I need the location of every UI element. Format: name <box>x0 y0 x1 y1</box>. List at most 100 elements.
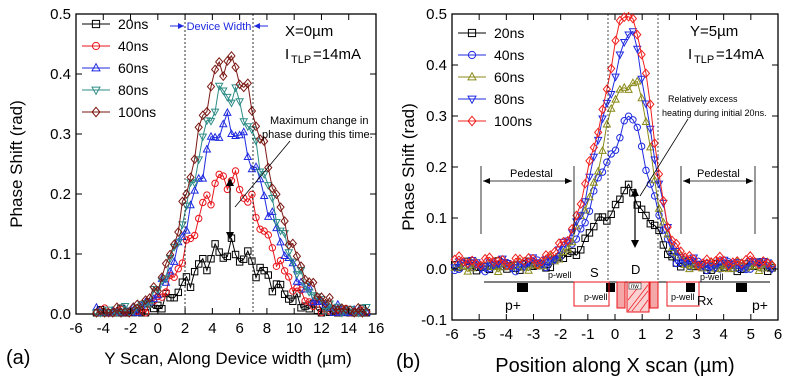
data-point <box>650 175 660 184</box>
data-point <box>754 266 764 274</box>
x-tick-label: -1 <box>581 326 594 343</box>
data-point <box>624 31 633 40</box>
data-point <box>589 153 599 162</box>
legend-label: 20ns <box>118 16 148 32</box>
data-point <box>210 108 220 117</box>
x-tick-label: 6 <box>774 326 782 343</box>
data-point <box>642 166 650 175</box>
data-point <box>165 249 175 260</box>
data-point <box>276 280 285 289</box>
data-point <box>219 254 227 262</box>
data-point <box>325 292 334 303</box>
x-tick-label: -2 <box>124 320 137 337</box>
data-point <box>607 150 615 158</box>
data-point <box>629 116 637 124</box>
data-point <box>450 264 460 273</box>
y-tick-label: 0.4 <box>50 66 71 83</box>
data-point <box>590 222 598 231</box>
condition-sub-a: TLP <box>291 54 311 66</box>
data-point <box>92 307 101 318</box>
data-point <box>178 278 187 286</box>
data-point <box>633 123 641 132</box>
data-point <box>594 174 602 182</box>
data-point <box>260 136 269 147</box>
legend-label: 40ns <box>118 38 148 54</box>
p-plus-left-label: p+ <box>505 297 521 313</box>
data-point <box>632 76 642 85</box>
x-axis-label-b: Position along X scan (µm) <box>495 355 734 377</box>
data-point <box>231 62 240 73</box>
pedestal-annotations: Pedestal Pedestal <box>480 166 756 234</box>
data-point <box>337 309 347 318</box>
data-point <box>247 126 257 135</box>
data-point <box>524 265 533 274</box>
data-point <box>244 198 252 206</box>
pedestal-right-label: Pedestal <box>697 168 740 180</box>
legend-marker <box>467 50 477 60</box>
data-point <box>268 183 277 194</box>
nw-label: nw <box>631 284 639 290</box>
condition-current-a: =14mA <box>313 46 361 63</box>
data-point <box>589 177 599 186</box>
data-point <box>289 297 297 305</box>
data-point <box>223 252 232 261</box>
panel-label-a: (a) <box>6 347 30 369</box>
data-point <box>345 305 355 316</box>
data-point <box>715 251 725 262</box>
data-point <box>227 51 236 61</box>
data-point <box>698 258 707 269</box>
x-tick-label: -6 <box>69 320 82 337</box>
data-point <box>309 277 318 288</box>
data-point <box>489 257 499 268</box>
data-point <box>737 258 746 269</box>
data-point <box>252 273 260 282</box>
data-point <box>198 173 208 182</box>
data-point <box>454 251 464 262</box>
data-point <box>467 263 477 272</box>
data-point <box>616 134 624 142</box>
data-point <box>190 179 200 188</box>
data-point <box>754 261 764 270</box>
data-point <box>222 107 232 116</box>
data-point <box>628 13 638 24</box>
data-point <box>153 290 163 299</box>
data-point <box>267 194 277 203</box>
data-point <box>292 271 302 280</box>
legend-marker <box>467 115 477 127</box>
data-point <box>645 142 655 151</box>
conditions-b: Y=5µm I TLP =14mA <box>688 23 764 66</box>
data-point <box>194 122 203 133</box>
data-point <box>231 84 240 93</box>
data-point <box>248 190 256 199</box>
data-point <box>350 307 359 318</box>
data-point <box>285 295 293 303</box>
data-point <box>272 219 281 227</box>
data-point <box>494 255 503 266</box>
data-point <box>606 103 616 112</box>
data-point <box>169 256 179 265</box>
data-point <box>489 262 499 271</box>
data-point <box>272 280 281 288</box>
data-point <box>545 257 555 266</box>
data-point <box>272 189 281 200</box>
data-point <box>498 254 507 265</box>
legend-marker <box>467 71 477 81</box>
data-point <box>602 99 612 108</box>
y-tick-label: 0.0 <box>426 261 447 278</box>
data-point <box>624 112 633 120</box>
data-point <box>276 237 285 246</box>
data-point <box>658 217 668 226</box>
data-point <box>624 11 633 22</box>
x-tick-label: -3 <box>527 326 540 343</box>
data-point <box>223 56 232 66</box>
data-point <box>255 134 265 144</box>
data-point <box>594 213 602 221</box>
data-point <box>227 129 236 138</box>
data-point <box>528 253 538 264</box>
x-tick-label: 10 <box>286 320 303 337</box>
data-point <box>620 12 629 23</box>
data-point <box>182 273 191 281</box>
data-point <box>763 259 773 268</box>
data-point <box>519 263 529 272</box>
data-point <box>231 250 240 259</box>
